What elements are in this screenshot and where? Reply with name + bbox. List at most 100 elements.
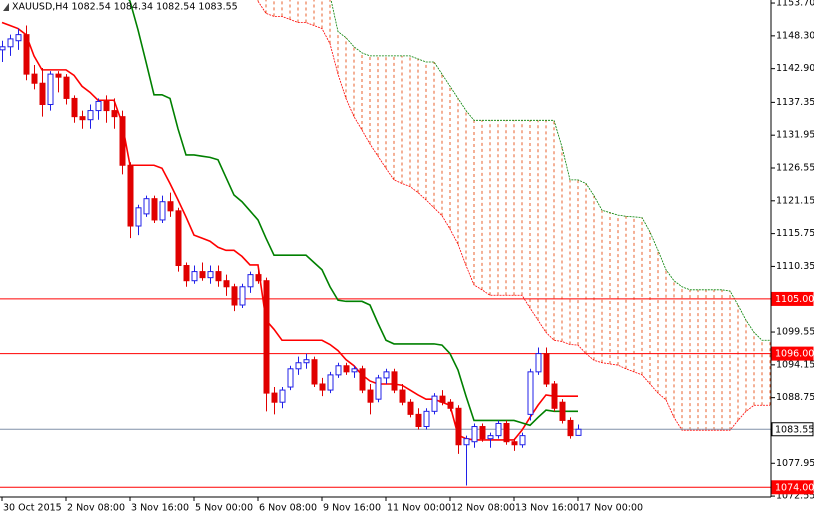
candle-body [231,286,238,306]
candle-body [0,46,6,51]
candle-body [351,368,358,373]
candle-body [383,371,390,379]
candle-body [503,422,510,443]
y-tick-label: 1121.15 [776,195,814,206]
y-tick-label: 1072.55 [776,491,814,502]
x-tick-label: 3 Nov 16:00 [131,503,189,514]
candle-body [447,401,454,409]
y-tick-label: 1131.95 [776,130,814,141]
candle-body [343,365,350,373]
candle-body [415,413,422,428]
candle-body [191,271,198,282]
x-tick-label: 11 Nov 00:00 [387,503,451,514]
candle-body [207,271,214,279]
x-tick-label: 6 Nov 08:00 [259,503,317,514]
y-tick-label: 1110.35 [776,261,814,272]
candle-body [399,389,406,403]
y-tick-label: 1142.90 [776,63,814,74]
senkou-span-a [257,0,770,431]
chart-title: XAUUSD,H4 1082.54 1084.34 1082.54 1083.5… [12,2,238,13]
x-tick-label: 13 Nov 16:00 [515,503,579,514]
y-tick-label: 1077.95 [776,458,814,469]
candle-body [567,419,574,437]
candle-body [311,359,318,385]
candle-body [479,426,486,440]
candle-body [431,395,438,412]
x-tick-label: 17 Nov 00:00 [579,503,643,514]
candle-body [223,280,230,288]
candle-body [495,422,502,437]
x-tick-label: 2 Nov 08:00 [67,503,125,514]
symbol-icon [3,3,9,11]
candle-body [167,201,174,212]
candle-body [103,100,110,112]
candle-body [263,280,270,394]
candle-body [159,201,166,221]
candle-body [47,73,54,106]
y-tick-label: 1115.75 [776,228,814,239]
candle-body [279,389,286,403]
candle-body [527,371,534,415]
plot-area [0,0,771,488]
candle-body [71,97,78,118]
candle-body [535,353,542,373]
senkou-span-b [330,0,770,341]
x-tick-label: 5 Nov 00:00 [195,503,253,514]
x-tick-label: 30 Oct 2015 [3,503,62,514]
candle-body [319,383,326,391]
candle-body [127,164,134,227]
candle-body [183,265,190,282]
candle-body [487,435,494,440]
y-tick-label: 1099.55 [776,327,814,338]
price-level-label: 1083.55 [775,424,814,435]
candle-body [143,198,150,215]
candle-body [151,198,158,221]
candle-body [135,207,142,227]
candle-body [367,389,374,403]
candle-body [111,110,118,118]
candle-body [271,392,278,403]
candle-body [359,368,366,391]
candle-body [63,76,70,99]
price-level-box [771,480,814,495]
price-level-label: 1074.00 [775,482,814,493]
price-level-box [771,422,814,437]
candle-body [471,426,478,443]
candle-body [335,365,342,376]
candle-body [175,210,182,267]
candle-body [79,116,86,121]
candle-body [327,374,334,391]
candle-body [519,435,526,446]
price-level-box [771,291,814,306]
candle-body [407,401,414,415]
price-level-label: 1105.00 [775,294,814,305]
candle-body [511,441,518,446]
candle-body [375,377,382,400]
y-tick-label: 1137.35 [776,97,814,108]
candle-body [559,401,566,421]
candle-body [287,368,294,388]
indicator-line [128,0,578,427]
candle-body [55,73,62,78]
candle-body [247,274,254,288]
candle-body [551,383,558,409]
candle-body [199,271,206,279]
y-tick-label: 1094.15 [776,359,814,370]
candle-body [391,371,398,391]
candle-body [295,362,302,370]
candle-body [39,82,46,106]
candle-body [23,34,30,75]
price-level-box [771,346,814,361]
price-level-label: 1096.00 [775,349,814,360]
x-tick-label: 9 Nov 16:00 [323,503,381,514]
y-tick-label: 1126.55 [776,162,814,173]
y-tick-label: 1088.75 [776,392,814,403]
y-tick-label: 1153.70 [776,0,814,9]
y-tick-label: 1148.30 [776,30,814,41]
candle-body [95,100,102,112]
candle-body [255,274,262,282]
x-tick-label: 12 Nov 08:00 [451,503,515,514]
candle-body [119,116,126,166]
